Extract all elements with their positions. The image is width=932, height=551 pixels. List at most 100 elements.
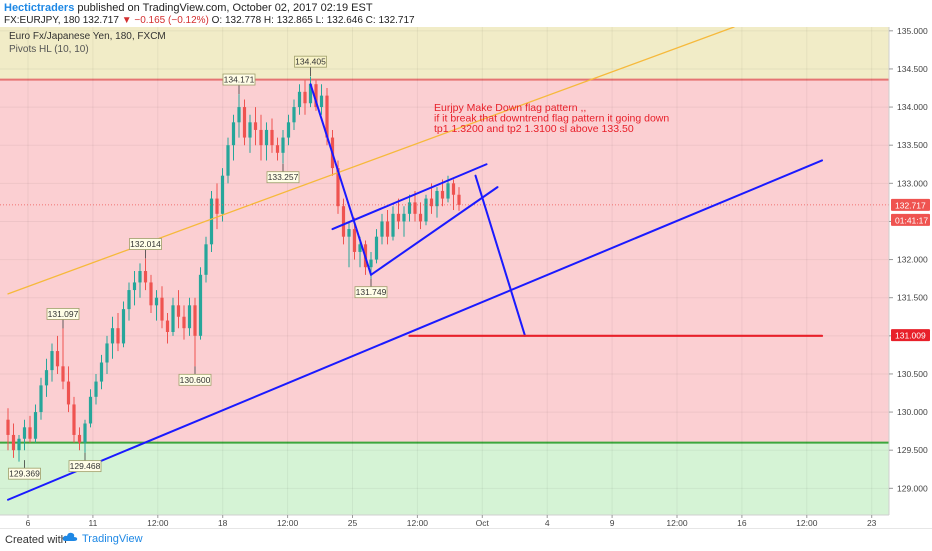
x-tick-label: 16 xyxy=(737,518,747,528)
y-axis[interactable]: 135.000134.500134.000133.500133.000132.5… xyxy=(888,27,932,528)
candle-body xyxy=(402,213,406,222)
candle-body xyxy=(347,229,351,237)
candle xyxy=(270,118,274,153)
y-tick-label: 132.000 xyxy=(897,255,928,265)
candle xyxy=(165,312,170,344)
range-zone xyxy=(0,79,889,443)
chart-legend: Euro Fx/Japanese Yen, 180, FXCM Pivots H… xyxy=(9,31,166,55)
candle-body xyxy=(88,396,93,424)
candle xyxy=(149,274,153,313)
candle-body xyxy=(33,412,38,439)
candle xyxy=(17,434,21,462)
candle-body xyxy=(149,282,153,306)
pivot-value: 133.257 xyxy=(268,172,299,182)
candle-body xyxy=(242,107,247,138)
candle xyxy=(204,236,208,283)
candle xyxy=(286,114,291,146)
pivot-box xyxy=(266,171,300,184)
candle-body xyxy=(72,404,76,435)
candle-body xyxy=(281,137,285,153)
candle-body xyxy=(138,271,142,283)
flag-lower-line xyxy=(370,186,499,276)
y-tick-label: 129.500 xyxy=(897,445,928,455)
pivot-label: 134.171 xyxy=(222,73,256,95)
y-tick-label: 135.000 xyxy=(897,27,928,36)
current-price-label: 132.717 xyxy=(891,198,930,211)
x-tick-label: 23 xyxy=(867,518,877,528)
pivot-value: 131.097 xyxy=(48,309,79,319)
candle-body xyxy=(435,190,439,207)
candle xyxy=(171,297,175,336)
candle xyxy=(55,335,60,374)
pivot-box xyxy=(354,286,388,299)
candle-body xyxy=(385,221,390,237)
candle xyxy=(127,282,131,321)
candle xyxy=(187,297,192,336)
candle xyxy=(303,80,307,115)
candle-body xyxy=(314,84,318,108)
candle xyxy=(281,129,285,164)
candle xyxy=(132,271,137,306)
candle-body xyxy=(39,385,43,413)
candle-body xyxy=(451,183,456,195)
candle-body xyxy=(440,190,445,199)
candle-body xyxy=(110,328,115,344)
pivot-value: 134.405 xyxy=(295,57,326,67)
candle xyxy=(83,419,87,453)
candle xyxy=(319,84,324,115)
last-price: 132.717 xyxy=(82,15,119,26)
candle-body xyxy=(248,122,252,138)
tradingview-logo[interactable]: TradingView xyxy=(62,532,143,545)
candle xyxy=(11,423,16,458)
candle-body xyxy=(396,213,401,222)
candle xyxy=(341,198,346,245)
candle xyxy=(440,179,445,207)
candle-body xyxy=(253,122,258,130)
price-tag-text: 132.717 xyxy=(895,200,926,210)
candle-body xyxy=(198,274,203,336)
candle-body xyxy=(11,434,16,451)
candle-body xyxy=(22,427,27,439)
candle-body xyxy=(369,259,373,268)
candle xyxy=(231,114,236,161)
candle xyxy=(39,377,43,420)
price-tag-box xyxy=(891,198,930,211)
candle xyxy=(413,190,417,222)
candle-body xyxy=(193,305,197,336)
candle-body xyxy=(418,213,423,222)
pivot-value: 132.014 xyxy=(130,239,161,249)
candle xyxy=(33,404,38,443)
candle-body xyxy=(325,95,329,138)
author-link[interactable]: Hectictraders xyxy=(4,2,75,14)
annotation-line: tp1 1.3200 and tp2 1.3100 sl above 133.5… xyxy=(434,123,634,135)
x-tick-label: 12:00 xyxy=(796,518,818,528)
footer: Created with TradingView xyxy=(0,528,932,551)
candle xyxy=(50,343,54,382)
cloud-icon xyxy=(62,532,78,541)
created-with-text: Created with xyxy=(5,534,67,546)
candle xyxy=(116,312,120,352)
candle-body xyxy=(424,198,428,222)
candle xyxy=(418,202,423,230)
candle-body xyxy=(105,343,109,363)
pivot-box xyxy=(46,308,80,320)
candle-body xyxy=(292,107,296,123)
price-tag-box xyxy=(891,329,930,342)
x-axis[interactable]: 6 11 12:00 18 12:00 25 12:00 Oct 4 9 12:00 16 12:00 2… xyxy=(0,514,889,528)
pivot-box xyxy=(222,73,256,86)
candle xyxy=(237,94,241,138)
candle xyxy=(209,190,214,252)
price-chart[interactable]: 131.097 132.014 134.171 134.405 129.369 129.4… xyxy=(0,27,932,528)
candle xyxy=(44,358,49,397)
candle xyxy=(88,389,93,428)
candle xyxy=(242,99,247,146)
candle xyxy=(176,290,181,329)
candle-body xyxy=(352,229,357,252)
y-tick-label: 133.000 xyxy=(897,178,928,188)
candle xyxy=(385,210,390,245)
candle xyxy=(380,213,384,245)
candle xyxy=(193,297,197,367)
pivot-box xyxy=(8,467,41,480)
candle xyxy=(105,335,109,374)
candle-body xyxy=(127,290,131,310)
